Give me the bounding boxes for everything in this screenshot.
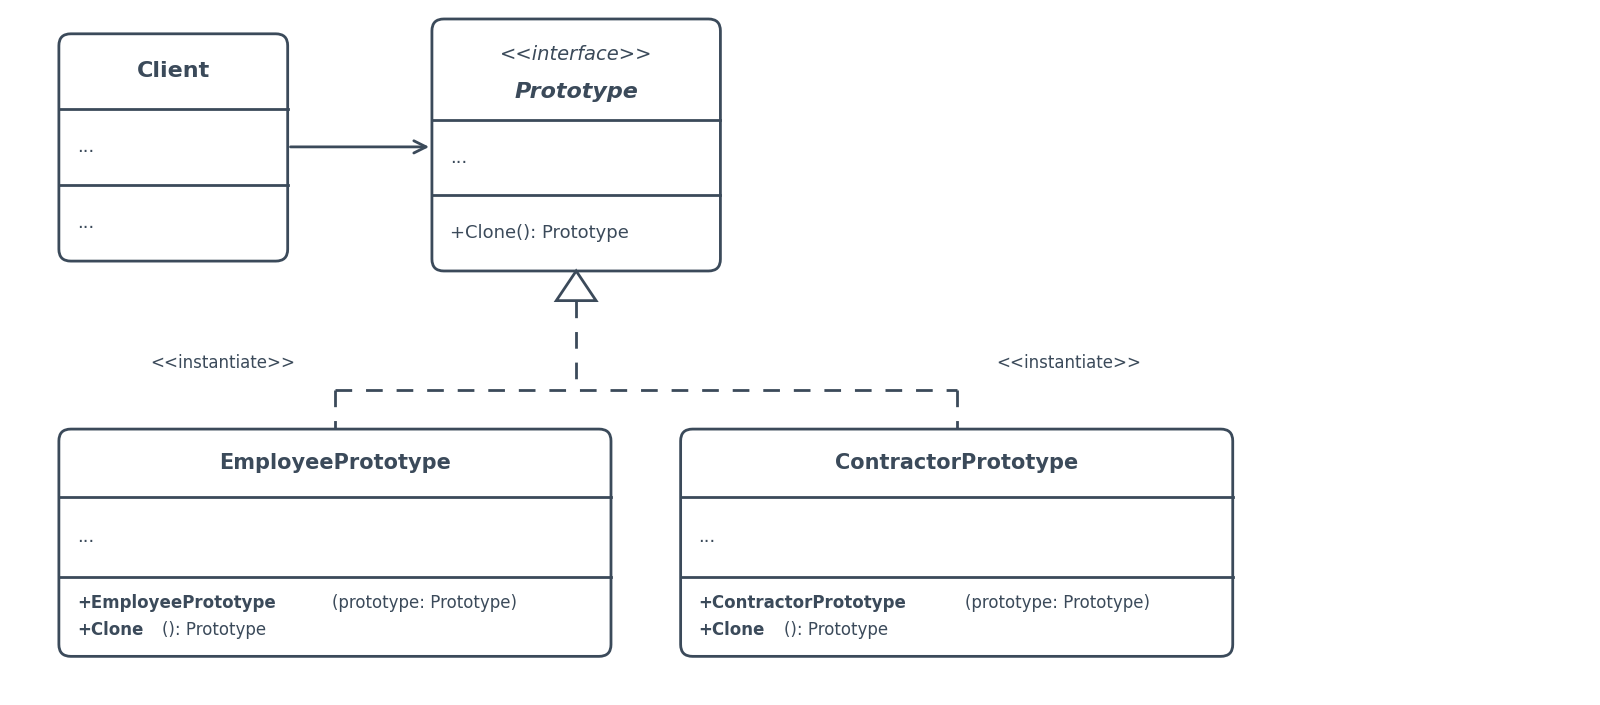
Text: ...: ... <box>77 138 94 156</box>
Text: (): Prototype: (): Prototype <box>784 621 888 639</box>
Text: ...: ... <box>77 528 94 546</box>
Text: <<interface>>: <<interface>> <box>499 44 653 63</box>
Text: Prototype: Prototype <box>514 82 638 102</box>
FancyBboxPatch shape <box>59 34 288 261</box>
Text: <<instantiate>>: <<instantiate>> <box>997 354 1141 372</box>
Text: (prototype: Prototype): (prototype: Prototype) <box>965 594 1150 613</box>
Text: +EmployeePrototype: +EmployeePrototype <box>77 594 275 613</box>
Text: <<instantiate>>: <<instantiate>> <box>150 354 294 372</box>
FancyBboxPatch shape <box>680 429 1232 656</box>
Text: +ContractorPrototype: +ContractorPrototype <box>699 594 907 613</box>
Text: +Clone(): Prototype: +Clone(): Prototype <box>450 224 629 243</box>
Text: EmployeePrototype: EmployeePrototype <box>219 453 451 473</box>
Text: (prototype: Prototype): (prototype: Prototype) <box>331 594 517 613</box>
Text: ContractorPrototype: ContractorPrototype <box>835 453 1078 473</box>
Text: ...: ... <box>450 149 467 166</box>
Text: +Clone: +Clone <box>77 621 142 639</box>
FancyBboxPatch shape <box>432 19 720 271</box>
Text: ...: ... <box>699 528 715 546</box>
Text: Client: Client <box>136 61 210 81</box>
Text: +Clone: +Clone <box>699 621 765 639</box>
FancyBboxPatch shape <box>59 429 611 656</box>
Polygon shape <box>557 271 597 300</box>
Text: (): Prototype: (): Prototype <box>162 621 266 639</box>
Text: ...: ... <box>77 214 94 232</box>
